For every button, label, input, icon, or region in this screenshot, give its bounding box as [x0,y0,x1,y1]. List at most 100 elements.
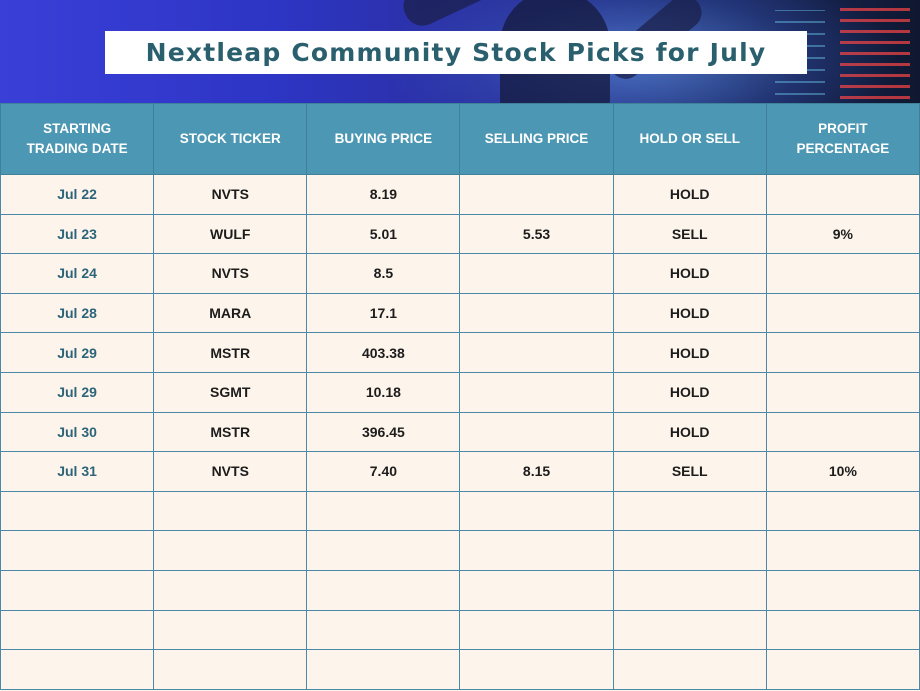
cell-buying-price [306,569,461,611]
table-row [0,609,920,651]
cell-buying-price [306,530,461,571]
cell-buying-price [306,609,461,651]
cell-hold-or-sell: HOLD [612,292,767,334]
cell-ticker [153,649,308,690]
table-row: Jul 22 NVTS 8.19 HOLD [0,174,920,215]
header-hold-or-sell: HOLD OR SELL [612,103,767,175]
cell-selling-price [459,530,614,571]
cell-date: Jul 30 [0,411,155,453]
cell-ticker: NVTS [153,451,308,492]
cell-buying-price: 403.38 [306,332,461,373]
cell-date: Jul 29 [0,371,155,413]
table-row [0,530,920,571]
cell-profit [765,174,920,215]
cell-date: Jul 23 [0,213,155,255]
header-buying-price: BUYING PRICE [306,103,461,175]
cell-selling-price [459,411,614,453]
cell-date: Jul 31 [0,451,155,492]
cell-hold-or-sell: HOLD [612,411,767,453]
cell-ticker: NVTS [153,253,308,294]
table-row [0,649,920,690]
table-row: Jul 23 WULF 5.01 5.53 SELL 9% [0,213,920,255]
header-starting-trading-date: STARTING TRADING DATE [0,103,155,175]
cell-profit [765,332,920,373]
header-profit-percentage: PROFIT PERCENTAGE [765,103,920,175]
cell-ticker [153,530,308,571]
cell-profit [765,253,920,294]
title-box: Nextleap Community Stock Picks for July [105,31,807,74]
cell-date [0,609,155,651]
cell-selling-price [459,253,614,294]
cell-ticker: NVTS [153,174,308,215]
cell-selling-price [459,490,614,532]
cell-buying-price: 8.19 [306,174,461,215]
cell-date: Jul 28 [0,292,155,334]
cell-profit [765,609,920,651]
table-row: Jul 28 MARA 17.1 HOLD [0,292,920,334]
table-row: Jul 31 NVTS 7.40 8.15 SELL 10% [0,451,920,492]
cell-profit: 9% [765,213,920,255]
cell-selling-price [459,609,614,651]
cell-selling-price: 5.53 [459,213,614,255]
table-row: Jul 29 SGMT 10.18 HOLD [0,371,920,413]
cell-buying-price: 396.45 [306,411,461,453]
cell-hold-or-sell [612,530,767,571]
table-body: Jul 22 NVTS 8.19 HOLD Jul 23 WULF 5.01 5.53 SELL… [0,174,920,690]
cell-selling-price [459,569,614,611]
cell-ticker: WULF [153,213,308,255]
cell-buying-price [306,649,461,690]
table-row [0,569,920,611]
cell-date: Jul 24 [0,253,155,294]
cell-date: Jul 29 [0,332,155,373]
cell-selling-price [459,174,614,215]
cell-hold-or-sell [612,609,767,651]
cell-ticker: SGMT [153,371,308,413]
cell-ticker: MARA [153,292,308,334]
cell-hold-or-sell: HOLD [612,253,767,294]
cell-buying-price: 10.18 [306,371,461,413]
page-title: Nextleap Community Stock Picks for July [145,38,767,67]
cell-profit: 10% [765,451,920,492]
cell-selling-price [459,292,614,334]
cell-profit [765,649,920,690]
cell-buying-price [306,490,461,532]
header-stock-ticker: STOCK TICKER [153,103,308,175]
table-header-row: STARTING TRADING DATE STOCK TICKER BUYIN… [0,103,920,175]
cell-selling-price: 8.15 [459,451,614,492]
cell-buying-price: 8.5 [306,253,461,294]
cell-ticker: MSTR [153,332,308,373]
cell-date [0,530,155,571]
cell-ticker [153,569,308,611]
cell-profit [765,530,920,571]
cell-selling-price [459,371,614,413]
cell-selling-price [459,332,614,373]
cell-profit [765,569,920,611]
cell-profit [765,371,920,413]
cell-hold-or-sell [612,569,767,611]
cell-date [0,490,155,532]
banner-ticker-lights [840,4,910,99]
cell-profit [765,411,920,453]
cell-buying-price: 17.1 [306,292,461,334]
cell-ticker [153,609,308,651]
cell-date [0,569,155,611]
cell-profit [765,490,920,532]
cell-ticker: MSTR [153,411,308,453]
table-row: Jul 30 MSTR 396.45 HOLD [0,411,920,453]
cell-ticker [153,490,308,532]
cell-hold-or-sell [612,649,767,690]
cell-date: Jul 22 [0,174,155,215]
cell-hold-or-sell: SELL [612,213,767,255]
header-selling-price: SELLING PRICE [459,103,614,175]
cell-hold-or-sell: HOLD [612,174,767,215]
cell-hold-or-sell [612,490,767,532]
cell-profit [765,292,920,334]
cell-buying-price: 7.40 [306,451,461,492]
cell-hold-or-sell: SELL [612,451,767,492]
cell-date [0,649,155,690]
cell-hold-or-sell: HOLD [612,371,767,413]
table-row: Jul 24 NVTS 8.5 HOLD [0,253,920,294]
table-row [0,490,920,532]
cell-buying-price: 5.01 [306,213,461,255]
cell-hold-or-sell: HOLD [612,332,767,373]
